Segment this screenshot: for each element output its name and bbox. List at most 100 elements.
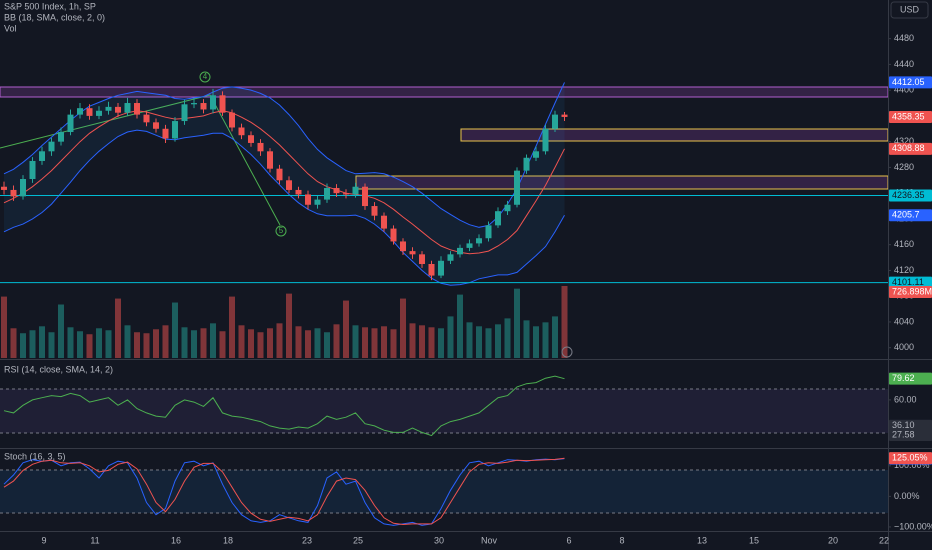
price-tag-label: 4358.35 — [892, 111, 925, 121]
volume-bar — [257, 332, 264, 358]
volume-bar — [181, 327, 188, 358]
price-tag-label: 4101.11 — [892, 277, 924, 287]
price-tag — [889, 276, 932, 289]
rsi-band — [0, 389, 888, 433]
candle-body — [352, 186, 359, 195]
volume-bar — [143, 333, 150, 358]
volume-bar — [561, 286, 568, 358]
stoch-band — [0, 470, 888, 513]
volume-bar — [20, 333, 26, 358]
zone — [355, 175, 889, 190]
volume-bar — [29, 330, 36, 358]
volume-bar — [438, 328, 444, 358]
candle-body — [257, 142, 264, 152]
candle-body — [523, 157, 530, 171]
volume-bar — [10, 328, 17, 358]
volume-bar — [542, 322, 549, 358]
volume-bar — [533, 326, 539, 358]
price-tick-label: 4040 — [894, 316, 914, 326]
candle-body — [419, 254, 425, 264]
price-tag-label: 4205.7 — [892, 210, 920, 220]
candle-body — [276, 168, 283, 181]
x-tick-label: 8 — [619, 535, 624, 545]
volume-bar — [333, 324, 340, 358]
zone — [460, 128, 889, 142]
candle-body — [409, 251, 416, 255]
candle-body — [181, 104, 188, 122]
volume-bar — [324, 332, 330, 358]
candle-body — [371, 206, 378, 216]
price-tick-label: 100.00% — [894, 460, 930, 470]
volume-bar — [276, 323, 283, 358]
candle-body — [105, 106, 112, 111]
candle-body — [400, 241, 406, 252]
volume-bar — [485, 328, 492, 358]
candle-body — [191, 103, 197, 105]
indicator-line — [3, 457, 565, 526]
volume-bar — [134, 332, 140, 358]
volume-bar — [362, 327, 368, 358]
x-tick-label: 18 — [223, 535, 233, 545]
volume-bar — [457, 294, 463, 358]
candle-body — [447, 254, 454, 261]
candle-body — [457, 247, 463, 255]
candle-body — [10, 189, 17, 197]
price-tick-label: 4440 — [894, 59, 914, 69]
volume-bar — [447, 316, 454, 358]
volume-bar — [419, 325, 425, 358]
candle-body — [267, 151, 273, 169]
candle-body — [428, 263, 435, 276]
candle-body — [438, 260, 444, 276]
candle-body — [314, 199, 321, 205]
price-tag — [889, 189, 932, 202]
candle-body — [504, 204, 511, 212]
volume-bar — [105, 330, 112, 358]
price-tag — [889, 209, 932, 222]
x-tick-label: 23 — [302, 535, 312, 545]
bb-line — [3, 110, 565, 255]
price-tick-label: −100.00% — [894, 521, 932, 531]
volume-bar — [523, 320, 530, 358]
candle-body — [29, 160, 36, 179]
volume-bar — [219, 331, 226, 358]
price-tick-label: 4120 — [894, 265, 914, 275]
candle-body — [172, 121, 178, 139]
volume-bar — [267, 328, 273, 358]
volume-bar — [39, 326, 45, 358]
candle-body — [343, 193, 349, 195]
volume-bar — [67, 327, 74, 358]
wave-label: 5 — [279, 226, 284, 235]
candle-body — [542, 128, 549, 152]
candle-body — [210, 95, 216, 110]
candle-body — [561, 114, 568, 117]
candle-body — [124, 103, 131, 113]
candle-body — [466, 243, 473, 248]
currency-label[interactable]: USD — [900, 4, 920, 14]
candle-body — [324, 188, 330, 200]
candle-body — [20, 179, 26, 197]
candle-body — [533, 151, 539, 158]
price-tag — [889, 419, 932, 432]
candle-body — [67, 114, 74, 132]
price-tick-label: 4280 — [894, 162, 914, 172]
axis: 4000404040804120416042004240428043204360… — [41, 33, 932, 545]
volume-bar — [1, 296, 7, 358]
volume-bar — [58, 304, 64, 358]
volume-bar — [305, 330, 311, 358]
volume-bar — [238, 325, 245, 358]
candle-body — [153, 122, 159, 129]
price-tag-label: 36.10 — [892, 420, 915, 430]
volume-bar — [153, 329, 159, 358]
x-tick-label: Nov — [481, 535, 498, 545]
volume-bar — [77, 331, 83, 358]
candle-body — [552, 114, 558, 129]
currency-button[interactable] — [890, 1, 929, 19]
candle-body — [1, 186, 7, 190]
volume-bar — [400, 298, 406, 358]
volume-bar — [295, 326, 302, 358]
indicator-line — [3, 458, 565, 526]
volume-bar — [476, 326, 482, 358]
volume-bar — [314, 328, 321, 358]
volume-bar — [390, 329, 397, 358]
